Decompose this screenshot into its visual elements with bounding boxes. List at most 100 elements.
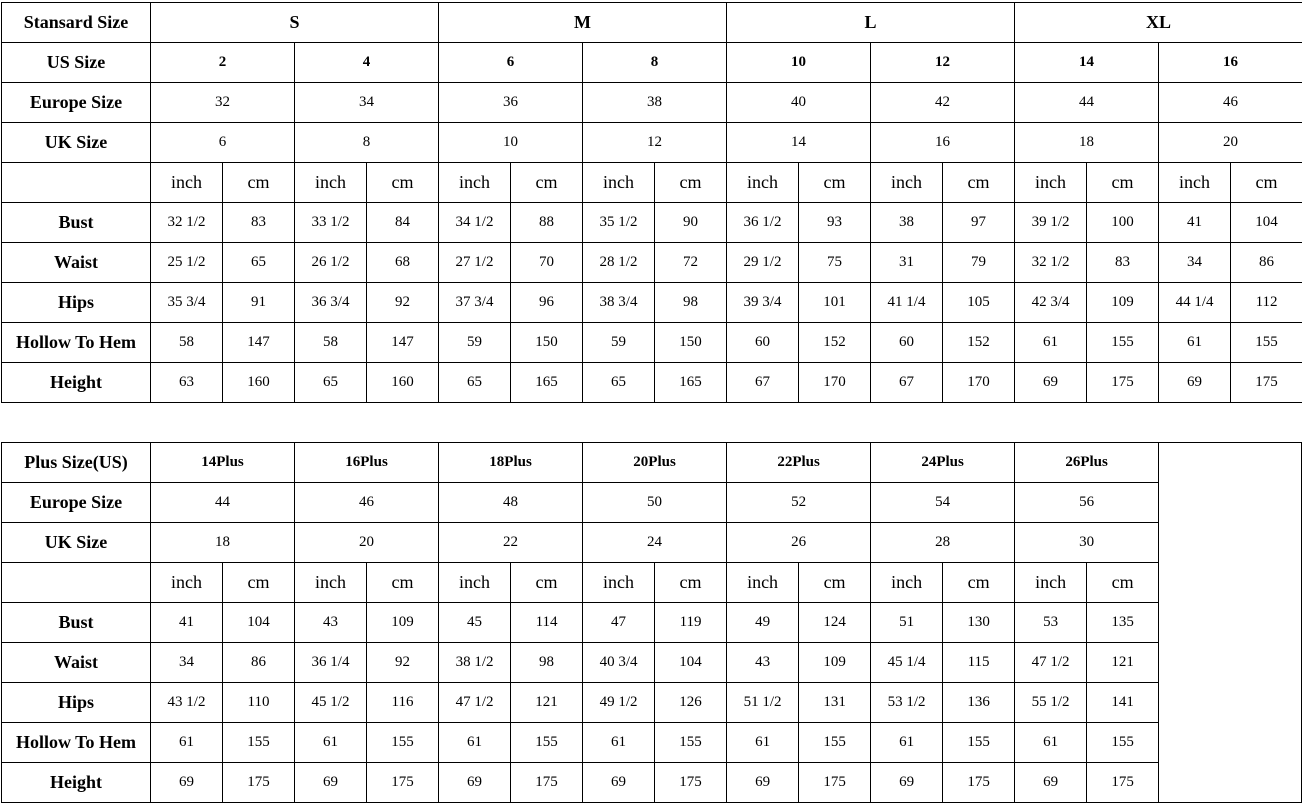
- unit-header: cm: [511, 563, 583, 603]
- row-label: Waist: [2, 643, 151, 683]
- value-cell: 61: [151, 723, 223, 763]
- value-cell: 28 1/2: [583, 243, 655, 283]
- value-cell: 65: [295, 363, 367, 403]
- value-cell: 61: [727, 723, 799, 763]
- value-cell: 116: [367, 683, 439, 723]
- value-cell: 69: [1159, 363, 1231, 403]
- plus-size-header: 18Plus: [439, 443, 583, 483]
- unit-header: inch: [151, 163, 223, 203]
- value-cell: 51: [871, 603, 943, 643]
- unit-header: cm: [1087, 563, 1159, 603]
- value-cell: 84: [367, 203, 439, 243]
- uk-size-cell: 30: [1015, 523, 1159, 563]
- value-cell: 38 3/4: [583, 283, 655, 323]
- value-cell: 35 3/4: [151, 283, 223, 323]
- europe-size-cell: 44: [1015, 83, 1159, 123]
- row-label: Europe Size: [2, 83, 151, 123]
- value-cell: 36 1/4: [295, 643, 367, 683]
- row-label: US Size: [2, 43, 151, 83]
- value-cell: 115: [943, 643, 1015, 683]
- us-size-cell: 12: [871, 43, 1015, 83]
- europe-size-cell: 40: [727, 83, 871, 123]
- uk-size-cell: 12: [583, 123, 727, 163]
- value-cell: 65: [583, 363, 655, 403]
- unit-header: inch: [1015, 563, 1087, 603]
- value-cell: 92: [367, 283, 439, 323]
- value-cell: 155: [1087, 723, 1159, 763]
- value-cell: 43: [727, 643, 799, 683]
- empty-cell: [2, 563, 151, 603]
- plus-size-header: 20Plus: [583, 443, 727, 483]
- unit-header: cm: [799, 163, 871, 203]
- value-cell: 27 1/2: [439, 243, 511, 283]
- value-cell: 150: [655, 323, 727, 363]
- unit-header: cm: [511, 163, 583, 203]
- uk-size-cell: 24: [583, 523, 727, 563]
- value-cell: 67: [871, 363, 943, 403]
- value-cell: 131: [799, 683, 871, 723]
- value-cell: 155: [223, 723, 295, 763]
- value-cell: 32 1/2: [1015, 243, 1087, 283]
- europe-size-cell: 36: [439, 83, 583, 123]
- unit-header: cm: [655, 163, 727, 203]
- value-cell: 61: [583, 723, 655, 763]
- value-cell: 69: [151, 763, 223, 803]
- value-cell: 105: [943, 283, 1015, 323]
- value-cell: 165: [511, 363, 583, 403]
- row-label: Waist: [2, 243, 151, 283]
- value-cell: 58: [151, 323, 223, 363]
- value-cell: 175: [1087, 363, 1159, 403]
- unit-header: inch: [295, 563, 367, 603]
- value-cell: 47: [583, 603, 655, 643]
- value-cell: 45 1/4: [871, 643, 943, 683]
- value-cell: 45 1/2: [295, 683, 367, 723]
- value-cell: 33 1/2: [295, 203, 367, 243]
- row-label: Height: [2, 363, 151, 403]
- value-cell: 47 1/2: [439, 683, 511, 723]
- value-cell: 68: [367, 243, 439, 283]
- value-cell: 53 1/2: [871, 683, 943, 723]
- value-cell: 75: [799, 243, 871, 283]
- value-cell: 155: [1087, 323, 1159, 363]
- unit-header: inch: [727, 563, 799, 603]
- size-group-header: M: [439, 3, 727, 43]
- value-cell: 165: [655, 363, 727, 403]
- value-cell: 101: [799, 283, 871, 323]
- value-cell: 88: [511, 203, 583, 243]
- unit-header: inch: [439, 563, 511, 603]
- value-cell: 69: [727, 763, 799, 803]
- value-cell: 35 1/2: [583, 203, 655, 243]
- value-cell: 61: [295, 723, 367, 763]
- value-cell: 170: [799, 363, 871, 403]
- value-cell: 104: [655, 643, 727, 683]
- value-cell: 69: [871, 763, 943, 803]
- value-cell: 109: [1087, 283, 1159, 323]
- unit-header: cm: [367, 163, 439, 203]
- row-label: Bust: [2, 203, 151, 243]
- uk-size-cell: 26: [727, 523, 871, 563]
- value-cell: 60: [727, 323, 799, 363]
- value-cell: 126: [655, 683, 727, 723]
- value-cell: 175: [1231, 363, 1302, 403]
- unit-header: inch: [439, 163, 511, 203]
- value-cell: 121: [511, 683, 583, 723]
- value-cell: 152: [943, 323, 1015, 363]
- value-cell: 55 1/2: [1015, 683, 1087, 723]
- value-cell: 43 1/2: [151, 683, 223, 723]
- us-size-cell: 2: [151, 43, 295, 83]
- value-cell: 155: [799, 723, 871, 763]
- value-cell: 69: [1015, 763, 1087, 803]
- europe-size-cell: 32: [151, 83, 295, 123]
- value-cell: 36 3/4: [295, 283, 367, 323]
- value-cell: 135: [1087, 603, 1159, 643]
- europe-size-cell: 52: [727, 483, 871, 523]
